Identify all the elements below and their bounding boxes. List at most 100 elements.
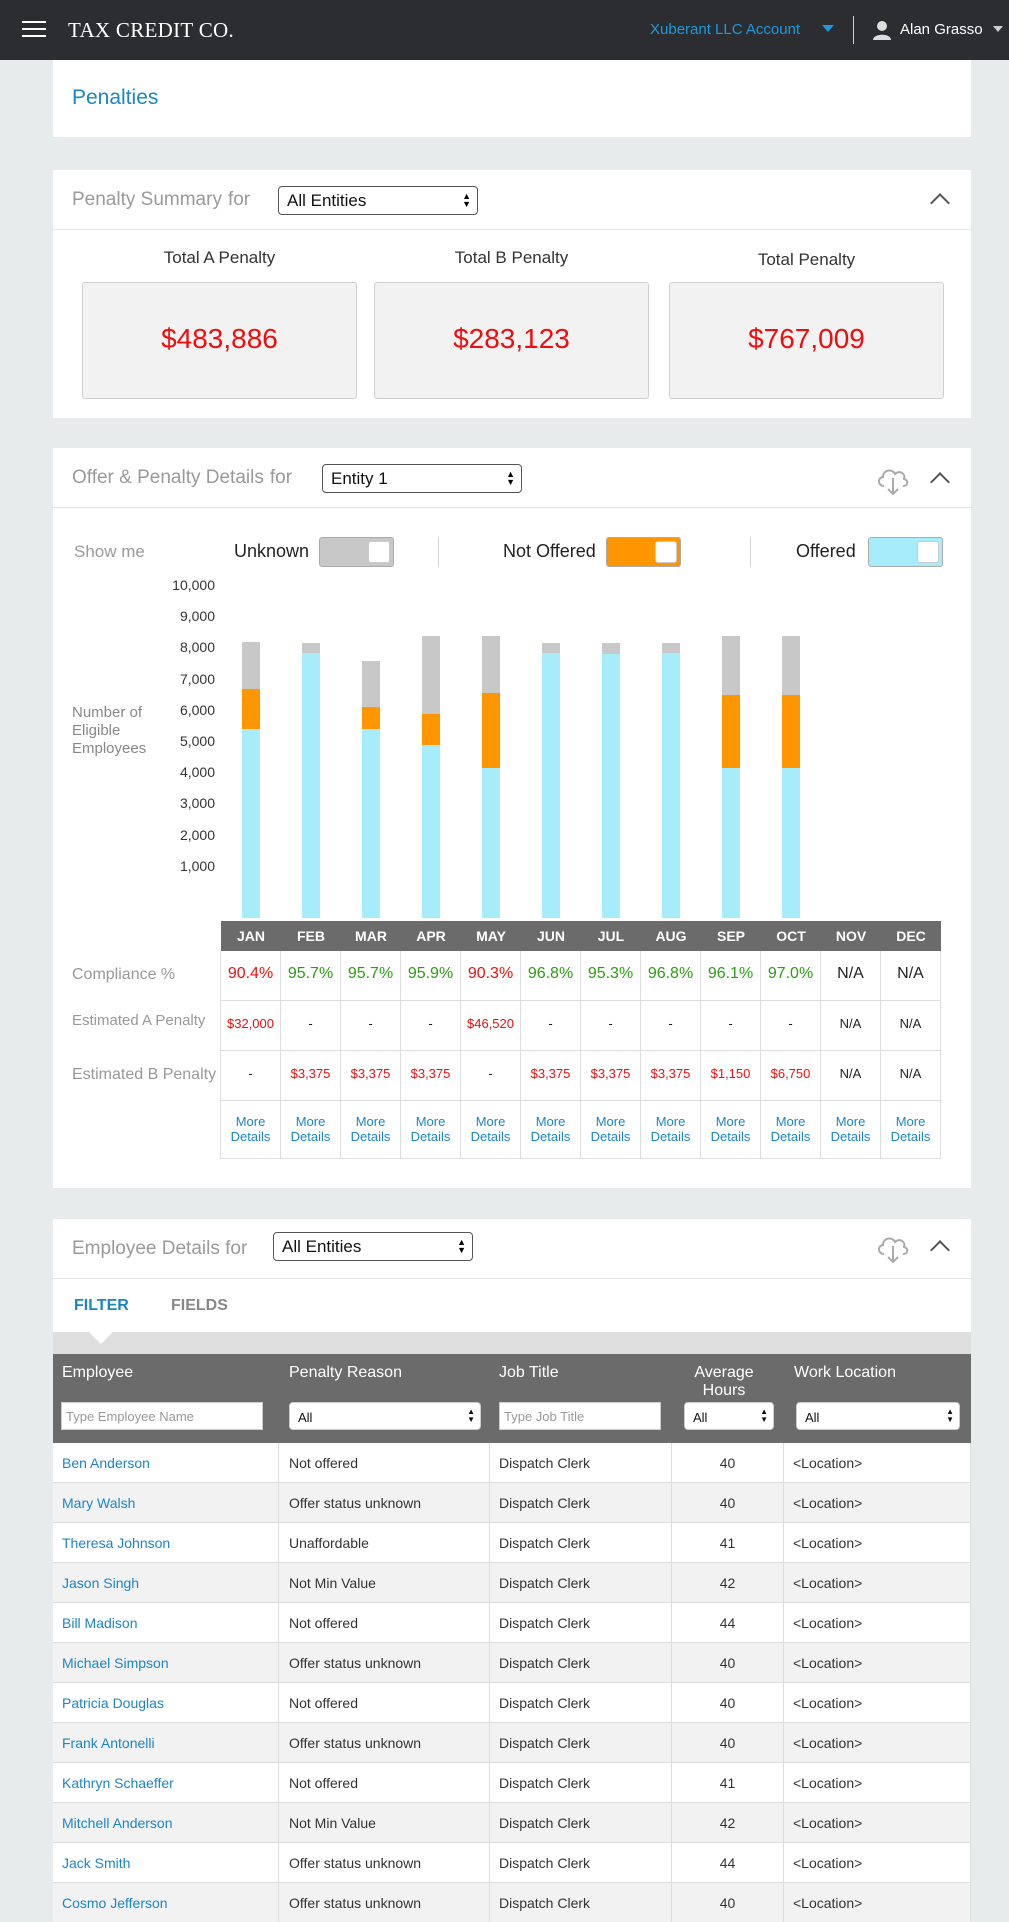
account-switcher[interactable]: Xuberant LLC Account xyxy=(650,21,801,38)
col-average-hours[interactable]: Average Hours xyxy=(694,1364,754,1399)
col-employee[interactable]: Employee xyxy=(62,1364,134,1381)
page-title: Penalties xyxy=(72,86,159,109)
bar-jul-unknown[interactable] xyxy=(602,643,620,655)
table-row[interactable]: Jack Smith Offer status unknown Dispatch C… xyxy=(53,1843,971,1883)
work-location-filter[interactable]: All ▲ ▼ xyxy=(796,1402,960,1430)
toggle-offered[interactable] xyxy=(868,537,943,567)
table-row[interactable]: Jason Singh Not Min Value Dispatch Clerk 42… xyxy=(53,1563,971,1603)
table-row[interactable]: Cosmo Jefferson Offer status unknown Dispa… xyxy=(53,1883,971,1922)
bar-jul-offered[interactable] xyxy=(602,654,620,918)
table-row[interactable]: Theresa Johnson Unaffordable Dispatch Cler… xyxy=(53,1523,971,1563)
table-row[interactable]: Bill Madison Not offered Dispatch Clerk 44 <… xyxy=(53,1603,971,1643)
show-me-label: Show me xyxy=(74,542,145,561)
bar-jun-offered[interactable] xyxy=(542,652,560,918)
penalty-reason-cell: Offer status unknown xyxy=(279,1843,490,1883)
employee-name-link[interactable]: Mitchell Anderson xyxy=(53,1803,279,1843)
summary-entity-select[interactable]: All Entities ▲ ▼ xyxy=(278,186,478,215)
employee-name-link[interactable]: Michael Simpson xyxy=(53,1643,279,1683)
table-row[interactable]: Kathryn Schaeffer Not offered Dispatch Cle… xyxy=(53,1763,971,1803)
bar-aug-unknown[interactable] xyxy=(662,643,680,653)
employee-name-link[interactable]: Jason Singh xyxy=(53,1563,279,1603)
table-row[interactable]: Michael Simpson Offer status unknown Dispa… xyxy=(53,1643,971,1683)
employee-entity-select[interactable]: All Entities ▲ ▼ xyxy=(273,1232,473,1261)
hamburger-menu-icon[interactable] xyxy=(22,21,46,39)
employee-name-link[interactable]: Cosmo Jefferson xyxy=(53,1883,279,1922)
bar-sep-not-offered[interactable] xyxy=(722,694,740,769)
bar-mar-unknown[interactable] xyxy=(362,660,380,708)
bar-may-not-offered[interactable] xyxy=(482,693,500,769)
user-caret-icon[interactable] xyxy=(993,26,1003,32)
bar-oct-unknown[interactable] xyxy=(782,635,800,695)
col-penalty-reason[interactable]: Penalty Reason xyxy=(289,1364,402,1381)
average-hours-filter[interactable]: All ▲ ▼ xyxy=(684,1402,774,1430)
penalty-reason-filter[interactable]: All ▲ ▼ xyxy=(289,1402,481,1430)
employee-name-link[interactable]: Theresa Johnson xyxy=(53,1523,279,1563)
bar-mar-offered[interactable] xyxy=(362,729,380,918)
employee-details-header: Employee Details for All Entities ▲ ▼ xyxy=(53,1219,971,1279)
job-title-filter[interactable]: Type Job Title xyxy=(499,1402,661,1430)
a-penalty-cell: - xyxy=(761,1001,821,1051)
bar-feb-unknown[interactable] xyxy=(302,643,320,653)
more-details-link[interactable]: More Details xyxy=(281,1101,341,1159)
penalty-reason-cell: Offer status unknown xyxy=(279,1723,490,1763)
compliance-cell: 95.7% xyxy=(341,951,401,1001)
bar-apr-offered[interactable] xyxy=(422,744,440,918)
month-label: DEC xyxy=(896,928,926,944)
more-details-link[interactable]: More Details xyxy=(821,1101,881,1159)
table-row[interactable]: Mary Walsh Offer status unknown Dispatch C… xyxy=(53,1483,971,1523)
details-entity-select[interactable]: Entity 1 ▲ ▼ xyxy=(322,464,522,493)
more-details-link[interactable]: More Details xyxy=(521,1101,581,1159)
more-details-link[interactable]: More Details xyxy=(881,1101,941,1159)
account-caret-icon[interactable] xyxy=(822,25,834,32)
employee-name-link[interactable]: Kathryn Schaeffer xyxy=(53,1763,279,1803)
cloud-download-icon[interactable] xyxy=(875,464,911,496)
table-row[interactable]: Patricia Douglas Not offered Dispatch Cler… xyxy=(53,1683,971,1723)
more-details-link[interactable]: More Details xyxy=(641,1101,701,1159)
col-job-title[interactable]: Job Title xyxy=(499,1364,559,1381)
employee-name-link[interactable]: Patricia Douglas xyxy=(53,1683,279,1723)
more-details-link[interactable]: More Details xyxy=(581,1101,641,1159)
bar-sep-unknown[interactable] xyxy=(722,635,740,695)
bar-mar-not-offered[interactable] xyxy=(362,707,380,730)
bar-jan-offered[interactable] xyxy=(242,729,260,918)
employee-name-link[interactable]: Jack Smith xyxy=(53,1843,279,1883)
job-title-cell: Dispatch Clerk xyxy=(490,1563,672,1603)
employee-name-link[interactable]: Bill Madison xyxy=(53,1603,279,1643)
tab-fields[interactable]: FIELDS xyxy=(171,1297,228,1314)
bar-apr-not-offered[interactable] xyxy=(422,713,440,745)
collapse-chevron-icon[interactable] xyxy=(930,193,950,213)
bar-may-unknown[interactable] xyxy=(482,635,500,694)
employee-name-filter[interactable]: Type Employee Name xyxy=(61,1402,263,1430)
bar-feb-offered[interactable] xyxy=(302,652,320,918)
bar-aug-offered[interactable] xyxy=(662,652,680,918)
table-row[interactable]: Mitchell Anderson Not Min Value Dispatch C… xyxy=(53,1803,971,1843)
table-row[interactable]: Ben Anderson Not offered Dispatch Clerk 40 <… xyxy=(53,1443,971,1483)
employee-name-link[interactable]: Frank Antonelli xyxy=(53,1723,279,1763)
bar-oct-not-offered[interactable] xyxy=(782,694,800,769)
tab-filter[interactable]: FILTER xyxy=(74,1297,129,1314)
bar-oct-offered[interactable] xyxy=(782,768,800,918)
bar-apr-unknown[interactable] xyxy=(422,635,440,714)
bar-jan-not-offered[interactable] xyxy=(242,688,260,730)
cloud-download-icon[interactable] xyxy=(875,1232,911,1264)
bar-sep-offered[interactable] xyxy=(722,768,740,918)
more-details-link[interactable]: More Details xyxy=(461,1101,521,1159)
employee-name-link[interactable]: Mary Walsh xyxy=(53,1483,279,1523)
bar-jun-unknown[interactable] xyxy=(542,643,560,653)
bar-may-offered[interactable] xyxy=(482,768,500,918)
more-details-link[interactable]: More Details xyxy=(761,1101,821,1159)
more-details-link[interactable]: More Details xyxy=(221,1101,281,1159)
more-details-link[interactable]: More Details xyxy=(701,1101,761,1159)
more-details-link[interactable]: More Details xyxy=(341,1101,401,1159)
collapse-chevron-icon[interactable] xyxy=(930,472,950,492)
table-row[interactable]: Frank Antonelli Offer status unknown Dispa… xyxy=(53,1723,971,1763)
more-details-link[interactable]: More Details xyxy=(401,1101,461,1159)
col-work-location[interactable]: Work Location xyxy=(794,1364,896,1381)
bar-jan-unknown[interactable] xyxy=(242,641,260,689)
average-hours-cell: 41 xyxy=(672,1523,784,1563)
employee-name-link[interactable]: Ben Anderson xyxy=(53,1443,279,1483)
collapse-chevron-icon[interactable] xyxy=(930,1240,950,1260)
user-menu[interactable]: Alan Grasso xyxy=(900,21,983,38)
toggle-not-offered[interactable] xyxy=(606,537,681,567)
toggle-unknown[interactable] xyxy=(319,537,394,567)
